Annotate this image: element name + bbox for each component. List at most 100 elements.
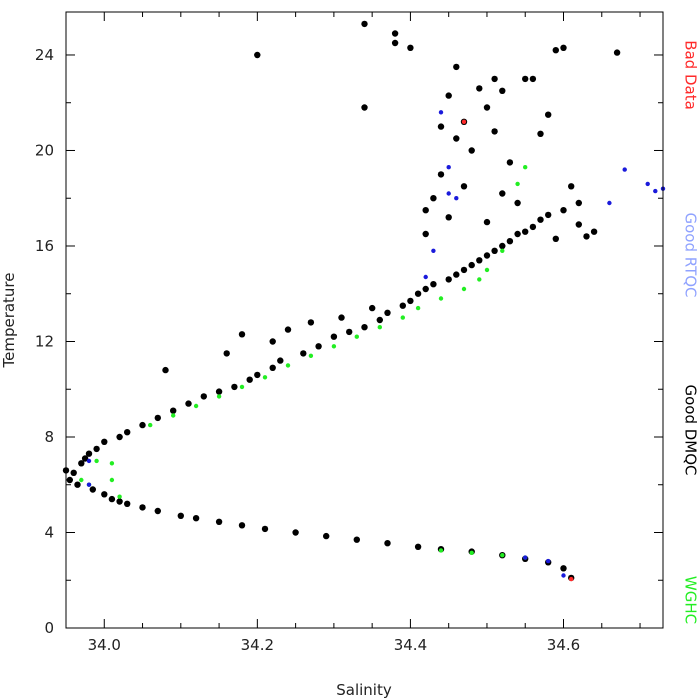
point-good-dmqc (154, 414, 161, 422)
point-good-dmqc (422, 207, 429, 214)
point-good-rtqc (622, 167, 627, 172)
point-good-dmqc (284, 326, 292, 333)
point-good-dmqc (545, 111, 552, 118)
point-good-dmqc (361, 20, 368, 28)
point-good-dmqc (491, 247, 498, 254)
point-good-dmqc (613, 49, 621, 56)
point-good-dmqc (430, 281, 437, 288)
point-good-dmqc (468, 261, 475, 269)
point-good-dmqc (445, 214, 452, 221)
point-good-rtqc (431, 248, 436, 253)
point-wghc (523, 165, 528, 170)
point-good-dmqc (108, 495, 116, 503)
point-good-dmqc (215, 518, 223, 525)
point-wghc (500, 553, 505, 558)
point-good-dmqc (437, 123, 445, 130)
point-good-dmqc (70, 469, 77, 476)
point-wghc (94, 458, 99, 464)
point-wghc (285, 363, 291, 368)
point-good-dmqc (476, 85, 483, 92)
point-good-dmqc (101, 438, 108, 445)
point-good-dmqc (453, 135, 460, 142)
point-good-dmqc (254, 51, 261, 59)
legend: Bad Data Good RTQC Good DMQC WGHC (682, 40, 700, 624)
point-good-dmqc (330, 333, 338, 340)
point-good-dmqc (200, 393, 207, 400)
point-wghc (400, 315, 405, 320)
point-good-dmqc (529, 223, 537, 231)
point-good-dmqc (292, 529, 299, 536)
point-good-dmqc (560, 44, 567, 51)
point-good-rtqc (438, 110, 444, 115)
point-good-dmqc (170, 407, 177, 414)
point-good-dmqc (346, 328, 353, 336)
point-good-dmqc (238, 522, 246, 529)
point-wghc (331, 344, 337, 349)
point-good-dmqc (437, 171, 445, 178)
point-wghc (515, 181, 520, 187)
point-good-dmqc (81, 455, 89, 462)
point-good-dmqc (422, 285, 429, 293)
point-good-rtqc (446, 165, 451, 170)
point-good-dmqc (491, 75, 498, 83)
point-good-dmqc (476, 257, 483, 264)
point-wghc (415, 305, 421, 311)
point-good-dmqc (215, 388, 223, 395)
point-good-dmqc (192, 515, 200, 522)
point-good-dmqc (162, 366, 169, 374)
point-good-dmqc (353, 536, 360, 543)
point-wghc (171, 413, 176, 418)
point-wghc (148, 422, 153, 428)
point-good-dmqc (361, 104, 368, 111)
point-bad-data (461, 119, 467, 125)
point-wghc (117, 494, 122, 499)
point-good-dmqc (391, 30, 399, 37)
point-good-dmqc (453, 63, 460, 71)
point-good-dmqc (269, 338, 276, 345)
y-tick-label: 8 (44, 428, 54, 446)
point-good-dmqc (74, 481, 81, 488)
y-axis-label: Temperature (0, 272, 18, 368)
point-good-dmqc (545, 211, 552, 219)
point-good-dmqc (537, 130, 544, 137)
point-good-dmqc (124, 429, 131, 436)
point-good-dmqc (483, 104, 491, 111)
point-good-dmqc (537, 216, 544, 223)
point-good-dmqc (407, 297, 414, 305)
point-good-dmqc (522, 228, 529, 235)
point-good-dmqc (231, 383, 238, 391)
point-wghc (193, 403, 199, 409)
legend-entry-good-rtqc: Good RTQC (682, 212, 700, 297)
point-good-dmqc (491, 128, 498, 135)
point-wghc (262, 375, 268, 380)
point-wghc (216, 394, 222, 399)
point-wghc (438, 296, 444, 301)
point-good-dmqc (116, 433, 123, 441)
point-good-dmqc (460, 266, 468, 274)
point-good-rtqc (86, 458, 92, 464)
point-good-dmqc (460, 183, 468, 190)
x-tick-label: 34.2 (241, 636, 274, 654)
point-good-dmqc (522, 75, 529, 83)
point-good-rtqc (423, 274, 428, 280)
point-good-dmqc (506, 159, 514, 166)
point-good-rtqc (645, 181, 650, 187)
point-wghc (477, 277, 482, 282)
point-good-dmqc (307, 319, 315, 326)
y-tick-label: 20 (35, 141, 54, 159)
point-good-dmqc (499, 190, 506, 197)
point-wghc (469, 550, 474, 555)
legend-entry-good-dmqc: Good DMQC (682, 384, 700, 475)
point-good-dmqc (407, 44, 414, 51)
y-tick-label: 16 (35, 237, 54, 255)
point-good-dmqc (575, 221, 582, 228)
point-good-dmqc (277, 357, 284, 364)
point-good-dmqc (261, 525, 269, 533)
point-good-dmqc (361, 324, 368, 331)
point-good-dmqc (93, 445, 100, 453)
point-wghc (500, 248, 505, 253)
point-good-dmqc (369, 304, 376, 312)
point-good-dmqc (116, 498, 123, 505)
point-good-dmqc (414, 290, 422, 297)
